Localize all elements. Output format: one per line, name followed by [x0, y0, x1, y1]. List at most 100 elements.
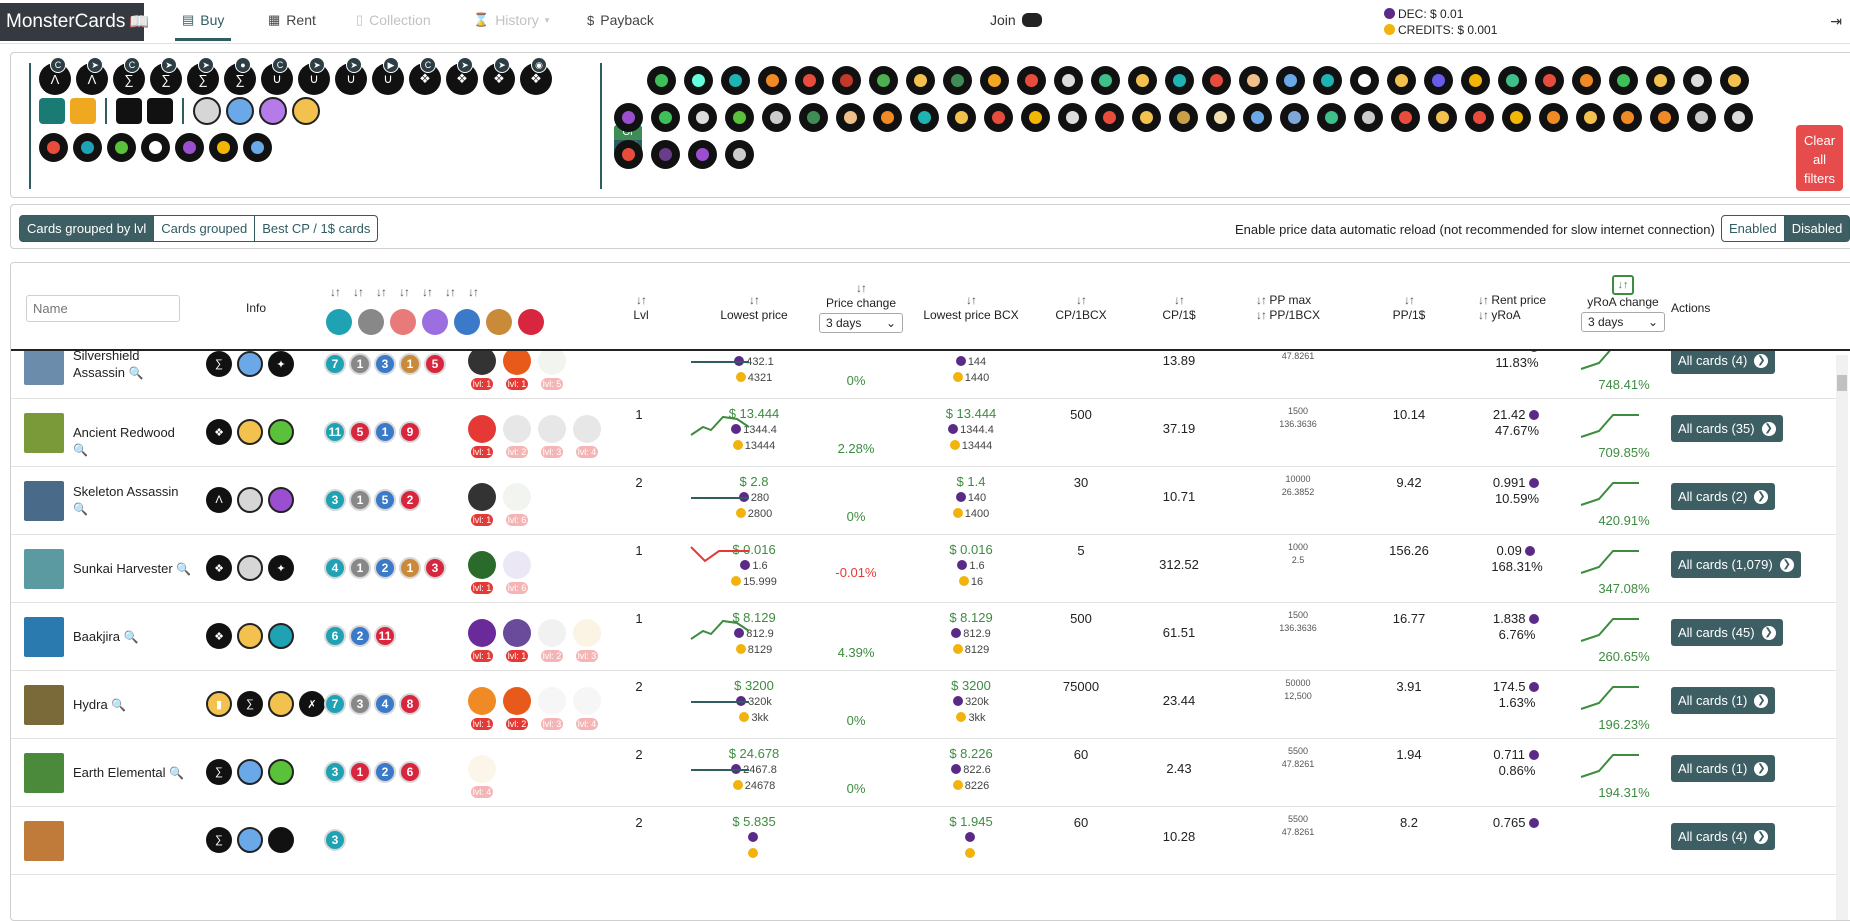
price-change-header[interactable]: ↓↑ Price change 3 days ⌄	[811, 281, 911, 333]
reach-ability-icon[interactable]: ∑ ➤	[150, 57, 182, 95]
special-ability-icon[interactable]	[651, 140, 680, 169]
card-avatar[interactable]	[24, 821, 64, 861]
card-name[interactable]: Sunkai Harvester 🔍	[73, 561, 192, 576]
opportunity-ability-icon[interactable]: Λ ➤	[76, 57, 108, 95]
lowest-price-header[interactable]: ↓↑ Lowest price	[699, 293, 809, 323]
all-cards-button[interactable]: All cards (2) ❯	[1671, 483, 1776, 510]
special-ability-icon[interactable]	[614, 140, 643, 169]
join-discord-link[interactable]: Join	[990, 12, 1042, 28]
special-ability-icon[interactable]	[836, 103, 865, 132]
card-avatar[interactable]	[24, 345, 64, 385]
special-ability-icon[interactable]	[984, 103, 1013, 132]
search-icon[interactable]: 🔍	[123, 630, 139, 644]
special-ability-icon[interactable]	[1428, 103, 1457, 132]
special-ability-icon[interactable]	[980, 66, 1009, 95]
special-ability-icon[interactable]	[1539, 103, 1568, 132]
snipe-ability-icon[interactable]: ∑ C	[113, 57, 145, 95]
common-rarity-icon[interactable]	[193, 97, 221, 125]
special-ability-icon[interactable]	[1021, 103, 1050, 132]
special-ability-icon[interactable]	[943, 66, 972, 95]
pp-header[interactable]: ↓↑ PP max ↓↑ PP/1BCX	[1256, 293, 1321, 322]
rent-header[interactable]: ↓↑ Rent price ↓↑ yRoA	[1478, 293, 1547, 322]
sort-speed-icon[interactable]: ↓↑	[422, 285, 433, 299]
special-ability-icon[interactable]	[1502, 103, 1531, 132]
special-ability-icon[interactable]	[614, 103, 643, 132]
special-ability-icon[interactable]	[1535, 66, 1564, 95]
special-ability-icon[interactable]	[1424, 66, 1453, 95]
card-avatar[interactable]	[24, 685, 64, 725]
special-ability-icon[interactable]	[832, 66, 861, 95]
sort-melee-icon[interactable]: ↓↑	[353, 285, 364, 299]
card-avatar[interactable]	[24, 413, 64, 453]
special-ability-icon[interactable]	[1276, 66, 1305, 95]
card-name[interactable]: Skeleton Assassin 🔍	[73, 484, 179, 516]
special-ability-icon[interactable]	[688, 140, 717, 169]
special-ability-icon[interactable]	[725, 140, 754, 169]
all-cards-button[interactable]: All cards (4) ❯	[1671, 823, 1776, 850]
life-element-icon[interactable]	[141, 133, 170, 162]
vertical-scrollbar[interactable]	[1836, 355, 1848, 920]
all-cards-button[interactable]: All cards (1,079) ❯	[1671, 551, 1801, 578]
pp-usd-header[interactable]: ↓↑ PP/1$	[1379, 293, 1439, 323]
special-ability-icon[interactable]	[947, 103, 976, 132]
card-name[interactable]: Baakjira 🔍	[73, 629, 139, 644]
special-ability-icon[interactable]	[906, 66, 935, 95]
special-ability-icon[interactable]	[1132, 103, 1161, 132]
special-ability-icon[interactable]	[1387, 66, 1416, 95]
dragon-element-icon[interactable]	[209, 133, 238, 162]
card-avatar[interactable]	[24, 753, 64, 793]
magic-reflect-ability-icon[interactable]: ∪ C	[261, 57, 293, 95]
grouped-button[interactable]: Cards grouped	[153, 215, 256, 242]
special-ability-icon[interactable]	[1609, 66, 1638, 95]
special-ability-icon[interactable]	[799, 103, 828, 132]
cp-usd-header[interactable]: ↓↑ CP/1$	[1149, 293, 1209, 323]
card-name[interactable]: Earth Elemental 🔍	[73, 765, 185, 780]
thorns-ability-icon[interactable]: ∪ ▶	[372, 57, 404, 95]
neutral-element-icon[interactable]	[243, 133, 272, 162]
logout-icon[interactable]: ⇥	[1830, 13, 1842, 29]
special-ability-icon[interactable]	[688, 103, 717, 132]
reload-disabled-button[interactable]: Disabled	[1783, 215, 1850, 242]
special-ability-icon[interactable]	[1646, 66, 1675, 95]
scattershot-ability-icon[interactable]: ∑ ●	[224, 57, 256, 95]
search-icon[interactable]: 🔍	[73, 443, 88, 457]
special-ability-icon[interactable]	[1058, 103, 1087, 132]
card-name[interactable]: Hydra 🔍	[73, 697, 127, 712]
all-cards-button[interactable]: All cards (4) ❯	[1671, 347, 1776, 374]
price-change-period-select[interactable]: 3 days ⌄	[819, 313, 903, 333]
all-cards-button[interactable]: All cards (1) ❯	[1671, 755, 1776, 782]
card-avatar[interactable]	[24, 549, 64, 589]
void-ability-icon[interactable]: ∪ ➤	[335, 57, 367, 95]
yroa-period-select[interactable]: 3 days ⌄	[1581, 312, 1665, 332]
rare-rarity-icon[interactable]	[226, 97, 254, 125]
special-ability-icon[interactable]	[1054, 66, 1083, 95]
sort-armor-icon[interactable]: ↓↑	[445, 285, 456, 299]
special-ability-icon[interactable]	[1280, 103, 1309, 132]
lowest-price-bcx-header[interactable]: ↓↑ Lowest price BCX	[921, 293, 1021, 323]
special-ability-icon[interactable]	[1169, 103, 1198, 132]
special-ability-icon[interactable]	[1206, 103, 1235, 132]
search-icon[interactable]: 🔍	[73, 502, 88, 516]
special-ability-icon[interactable]	[869, 66, 898, 95]
grouped-by-lvl-button[interactable]: Cards grouped by lvl	[19, 215, 155, 242]
summoner-type-icon[interactable]	[70, 98, 96, 124]
card-avatar[interactable]	[24, 481, 64, 521]
search-icon[interactable]: 🔍	[111, 698, 127, 712]
special-ability-icon[interactable]	[1091, 66, 1120, 95]
special-ability-icon[interactable]	[795, 66, 824, 95]
special-ability-icon[interactable]	[1720, 66, 1749, 95]
special-ability-icon[interactable]	[1572, 66, 1601, 95]
special-ability-icon[interactable]	[1498, 66, 1527, 95]
scrollbar-thumb[interactable]	[1837, 375, 1847, 391]
sort-health-icon[interactable]: ↓↑	[468, 285, 479, 299]
name-filter-input[interactable]	[26, 295, 180, 322]
special-ability-icon[interactable]	[1313, 66, 1342, 95]
card-avatar[interactable]	[24, 617, 64, 657]
cleanse-ability-icon[interactable]: ❖ ◉	[520, 57, 552, 95]
special-ability-icon[interactable]	[1650, 103, 1679, 132]
lvl-header[interactable]: ↓↑ Lvl	[621, 293, 661, 323]
reload-enabled-button[interactable]: Enabled	[1721, 215, 1785, 242]
best-cp-button[interactable]: Best CP / 1$ cards	[254, 215, 379, 242]
search-icon[interactable]: 🔍	[169, 766, 185, 780]
